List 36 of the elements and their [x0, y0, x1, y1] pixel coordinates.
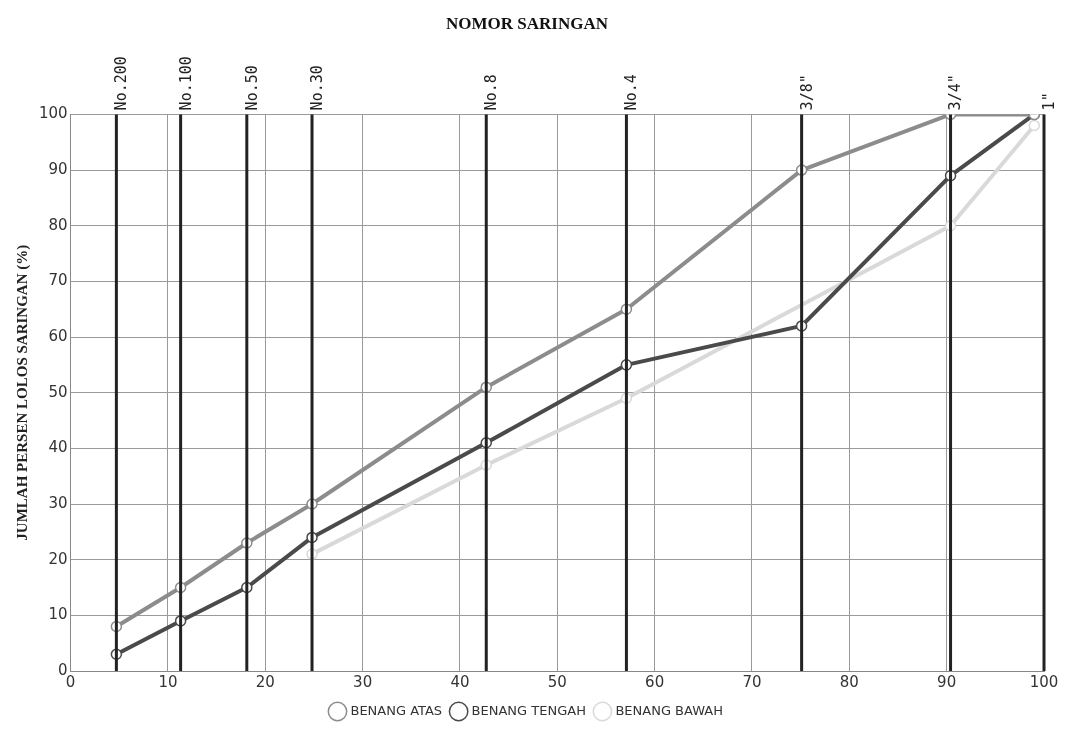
y-tick-label: 80	[48, 215, 68, 234]
x-tick-label: 50	[547, 672, 567, 691]
y-tick-label: 50	[48, 382, 68, 401]
legend-label: BENANG TENGAH	[471, 702, 586, 718]
annotation: No.30	[307, 65, 326, 111]
annotation: No.50	[242, 65, 261, 111]
legend-label: BENANG ATAS	[350, 702, 443, 718]
x-tick-label: 30	[353, 672, 373, 691]
annotation: No.100	[176, 56, 195, 111]
x-tick-label: 80	[839, 672, 859, 691]
y-tick-label: 0	[58, 660, 68, 679]
annotation: 3/8"	[797, 74, 816, 111]
y-axis-title: JUMLAH PERSEN LOLOS SARINGAN (%)	[13, 244, 31, 541]
annotation: 3/4"	[946, 74, 965, 111]
y-tick-label: 10	[48, 605, 68, 624]
annotation: No.4	[622, 74, 641, 111]
x-tick-label: 40	[450, 672, 470, 691]
x-tick-label: 10	[158, 672, 178, 691]
legend-label: BENANG BAWAH	[615, 702, 724, 718]
x-tick-label: 20	[255, 672, 275, 691]
y-tick-label: 100	[38, 104, 68, 123]
x-tick-label: 90	[937, 672, 957, 691]
y-tick-label: 90	[48, 159, 68, 178]
y-tick-label: 20	[48, 549, 68, 568]
chart-title: NOMOR SARINGAN	[446, 13, 609, 33]
annotation: No.8	[482, 74, 501, 111]
y-tick-label: 40	[48, 438, 68, 457]
x-tick-label: 70	[742, 672, 762, 691]
y-tick-label: 60	[48, 326, 68, 345]
y-tick-label: 70	[48, 271, 68, 290]
annotation: 1"	[1039, 92, 1058, 111]
y-tick-label: 30	[48, 493, 68, 512]
x-tick-label: 60	[645, 672, 665, 691]
x-tick-label: 100	[1029, 672, 1059, 691]
annotation: No.200	[112, 56, 131, 111]
point	[1028, 119, 1041, 132]
